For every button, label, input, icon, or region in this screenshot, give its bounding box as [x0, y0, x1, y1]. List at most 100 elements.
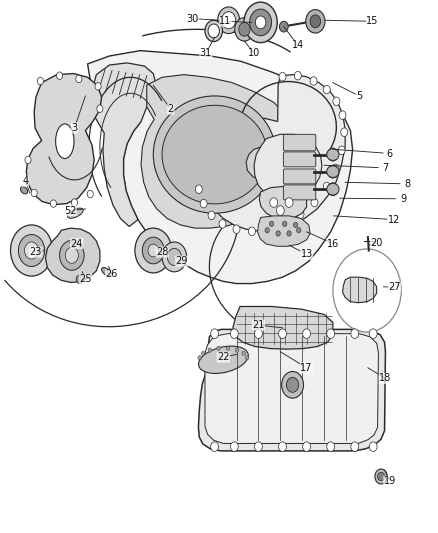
Circle shape — [87, 190, 93, 198]
Polygon shape — [233, 306, 333, 349]
Circle shape — [279, 329, 286, 338]
Circle shape — [294, 71, 301, 80]
Text: 13: 13 — [300, 249, 313, 259]
Circle shape — [25, 156, 31, 164]
Circle shape — [285, 198, 293, 207]
Text: 21: 21 — [252, 320, 265, 330]
Text: 15: 15 — [366, 17, 378, 26]
Text: 25: 25 — [79, 274, 92, 284]
Ellipse shape — [327, 149, 339, 160]
Ellipse shape — [102, 268, 111, 276]
Ellipse shape — [153, 96, 276, 213]
Circle shape — [245, 356, 249, 360]
Circle shape — [95, 83, 101, 90]
Circle shape — [286, 377, 299, 392]
Circle shape — [200, 199, 207, 208]
Circle shape — [287, 231, 291, 236]
Circle shape — [328, 165, 338, 178]
Circle shape — [327, 329, 335, 338]
Text: 9: 9 — [400, 194, 406, 204]
Circle shape — [276, 206, 284, 215]
Text: 6: 6 — [387, 149, 393, 158]
Circle shape — [208, 348, 212, 352]
Circle shape — [254, 329, 262, 338]
Text: 10: 10 — [248, 49, 260, 58]
Circle shape — [279, 21, 288, 32]
Ellipse shape — [208, 24, 219, 38]
Circle shape — [50, 200, 57, 207]
Text: 18: 18 — [379, 374, 392, 383]
Circle shape — [375, 469, 387, 484]
Circle shape — [281, 220, 288, 228]
Circle shape — [222, 12, 236, 29]
Text: 4: 4 — [22, 176, 28, 186]
Circle shape — [369, 329, 377, 338]
Circle shape — [369, 442, 377, 451]
Text: 19: 19 — [384, 477, 396, 486]
Circle shape — [242, 351, 245, 356]
Ellipse shape — [162, 105, 267, 204]
FancyBboxPatch shape — [283, 152, 316, 167]
Circle shape — [323, 182, 330, 191]
Circle shape — [217, 346, 220, 350]
Circle shape — [11, 225, 53, 276]
Text: 3: 3 — [71, 123, 78, 133]
Circle shape — [279, 442, 286, 451]
Text: 52: 52 — [64, 206, 76, 215]
Text: 17: 17 — [300, 363, 313, 373]
Text: 26: 26 — [106, 270, 118, 279]
Ellipse shape — [198, 346, 248, 374]
Text: 22: 22 — [217, 352, 230, 362]
Circle shape — [303, 442, 311, 451]
Text: 2: 2 — [168, 104, 174, 114]
Circle shape — [248, 227, 255, 236]
Circle shape — [328, 148, 338, 161]
Circle shape — [310, 77, 317, 85]
Ellipse shape — [327, 183, 339, 195]
Circle shape — [250, 9, 272, 36]
Text: 12: 12 — [388, 215, 400, 224]
FancyBboxPatch shape — [283, 169, 316, 184]
Circle shape — [167, 248, 181, 265]
Circle shape — [60, 240, 84, 270]
Circle shape — [195, 185, 202, 193]
Polygon shape — [343, 277, 377, 303]
Polygon shape — [198, 329, 385, 451]
Polygon shape — [26, 74, 102, 205]
Polygon shape — [92, 63, 155, 227]
Circle shape — [297, 228, 301, 233]
Circle shape — [226, 346, 230, 350]
Text: 29: 29 — [176, 256, 188, 266]
Text: 27: 27 — [388, 282, 400, 292]
Circle shape — [235, 348, 239, 352]
Ellipse shape — [205, 20, 223, 42]
Circle shape — [18, 235, 45, 266]
Ellipse shape — [327, 166, 339, 177]
Circle shape — [332, 164, 339, 173]
Circle shape — [265, 225, 272, 233]
Circle shape — [76, 275, 83, 284]
Circle shape — [283, 221, 287, 227]
Circle shape — [311, 198, 318, 207]
Polygon shape — [246, 147, 276, 179]
Circle shape — [198, 356, 201, 360]
Circle shape — [233, 225, 240, 233]
Polygon shape — [141, 75, 296, 228]
Circle shape — [71, 199, 78, 206]
Circle shape — [37, 77, 43, 85]
Polygon shape — [88, 51, 353, 284]
Circle shape — [279, 72, 286, 81]
Circle shape — [270, 198, 278, 207]
Circle shape — [265, 228, 269, 233]
Circle shape — [142, 237, 164, 264]
Text: 5: 5 — [356, 91, 362, 101]
Text: 20: 20 — [371, 238, 383, 247]
Ellipse shape — [56, 124, 74, 159]
Circle shape — [148, 244, 159, 257]
Text: 30: 30 — [187, 14, 199, 23]
Text: 7: 7 — [382, 163, 389, 173]
Circle shape — [303, 329, 311, 338]
Text: 24: 24 — [71, 239, 83, 248]
Ellipse shape — [21, 187, 28, 194]
FancyBboxPatch shape — [283, 185, 316, 200]
